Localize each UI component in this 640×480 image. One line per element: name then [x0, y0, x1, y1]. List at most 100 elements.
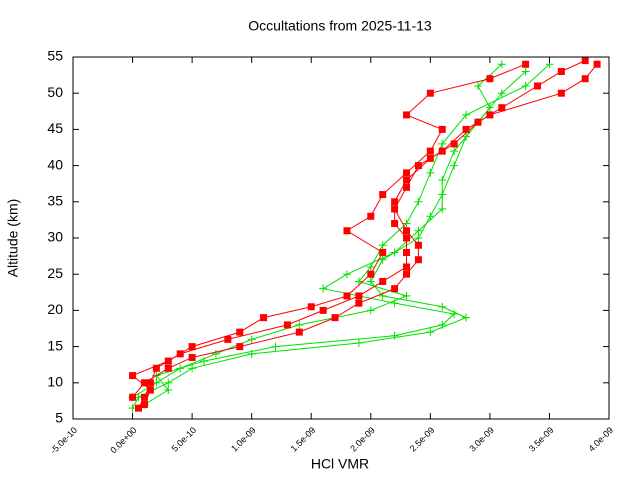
marker [354, 277, 363, 286]
marker [557, 89, 565, 97]
series-line [138, 60, 586, 409]
x-tick-label: -5.0e-10 [48, 425, 79, 456]
marker [486, 111, 494, 119]
marker [403, 176, 411, 184]
marker [450, 147, 459, 156]
marker [319, 284, 328, 293]
marker [367, 270, 375, 278]
marker [164, 357, 172, 365]
marker [581, 75, 589, 83]
marker [164, 386, 173, 395]
marker [379, 191, 387, 199]
marker [402, 291, 411, 300]
marker [438, 320, 447, 329]
marker [135, 404, 143, 412]
series-line [144, 71, 526, 405]
y-tick-label: 50 [47, 84, 63, 100]
marker [367, 212, 375, 220]
marker [343, 292, 351, 300]
marker [390, 248, 399, 257]
y-tick-label: 30 [47, 229, 63, 245]
y-tick-label: 35 [47, 193, 63, 209]
marker [438, 125, 446, 133]
marker [211, 349, 220, 358]
marker [378, 255, 387, 264]
marker [438, 176, 447, 185]
marker [462, 313, 471, 322]
marker [366, 306, 375, 315]
x-tick-label: 1.0e-09 [229, 425, 258, 454]
y-tick-label: 5 [55, 410, 63, 426]
marker [295, 320, 304, 329]
marker [355, 292, 363, 300]
marker [462, 110, 471, 119]
marker [450, 161, 459, 170]
marker [438, 147, 446, 155]
marker [331, 314, 339, 322]
marker [581, 57, 589, 65]
marker [497, 89, 506, 98]
marker [188, 343, 196, 351]
marker [176, 364, 185, 373]
y-tick-label: 45 [47, 120, 63, 136]
marker [414, 197, 423, 206]
marker [521, 81, 530, 90]
marker [473, 81, 482, 90]
marker [260, 314, 268, 322]
marker [497, 60, 506, 69]
marker [426, 168, 435, 177]
marker [366, 262, 375, 271]
marker [486, 75, 494, 83]
marker [247, 335, 256, 344]
marker [450, 140, 458, 148]
marker [129, 393, 137, 401]
y-tick-label: 15 [47, 337, 63, 353]
x-tick-label: 5.0e-10 [170, 425, 199, 454]
marker [391, 285, 399, 293]
marker [379, 277, 387, 285]
x-tick-label: 3.5e-09 [527, 425, 556, 454]
marker [403, 227, 411, 235]
marker [391, 198, 399, 206]
marker [390, 331, 399, 340]
marker [391, 220, 399, 228]
marker [140, 379, 148, 387]
y-tick-label: 10 [47, 374, 63, 390]
x-tick-label: 4.0e-09 [586, 425, 615, 454]
marker [366, 277, 375, 286]
marker [462, 125, 470, 133]
y-tick-label: 25 [47, 265, 63, 281]
y-tick-label: 20 [47, 301, 63, 317]
marker [188, 353, 196, 361]
marker [378, 241, 387, 250]
marker [355, 299, 363, 307]
marker [450, 310, 459, 319]
marker [343, 227, 351, 235]
marker [403, 263, 411, 271]
x-tick-label: 2.5e-09 [408, 425, 437, 454]
marker [522, 60, 530, 68]
marker [414, 162, 422, 170]
marker [319, 306, 327, 314]
marker [534, 82, 542, 90]
marker [403, 169, 411, 177]
marker [403, 248, 411, 256]
marker [140, 401, 148, 409]
marker [426, 89, 434, 97]
y-axis-label: Altitude (km) [5, 199, 21, 278]
x-tick-label: 2.0e-09 [348, 425, 377, 454]
marker [593, 60, 601, 68]
x-tick-label: 0.0e+00 [108, 425, 138, 455]
marker [557, 67, 565, 75]
marker [224, 335, 232, 343]
marker [354, 338, 363, 347]
marker [414, 241, 422, 249]
marker [271, 342, 280, 351]
marker [236, 328, 244, 336]
y-tick-label: 40 [47, 156, 63, 172]
marker [379, 248, 387, 256]
marker [403, 183, 411, 191]
marker [146, 379, 154, 387]
y-tick-label: 55 [47, 48, 63, 64]
